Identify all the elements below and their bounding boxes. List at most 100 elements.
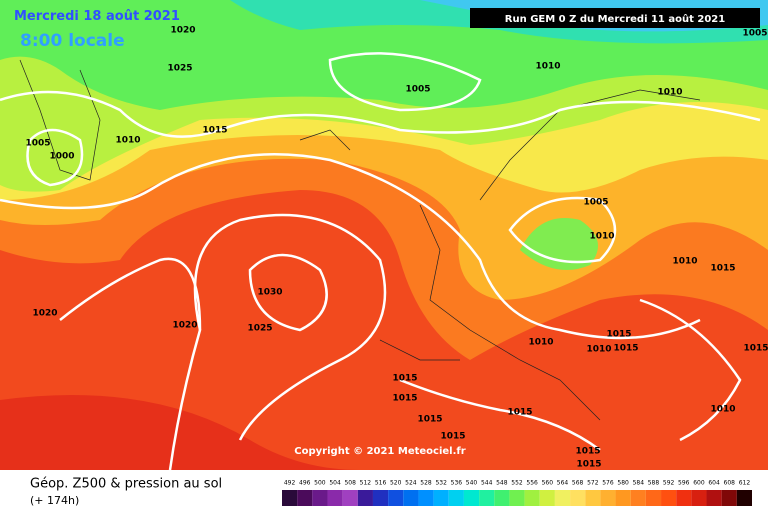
scale-swatch: [570, 490, 586, 506]
scale-label: 520: [390, 480, 402, 487]
isobar-label: 1010: [657, 88, 682, 98]
scale-label: 512: [360, 480, 372, 487]
map: 1020102510051010100510101015101010051000…: [0, 0, 768, 471]
scale-swatch: [372, 490, 389, 506]
scale-swatch: [357, 490, 373, 506]
scale-swatch: [661, 490, 677, 506]
isobar: [0, 90, 761, 138]
field-dark-red: [0, 395, 360, 470]
scale-swatch: [509, 490, 525, 506]
isobar-label: 1015: [392, 374, 417, 384]
scale-swatch: [403, 490, 419, 506]
scale-swatch: [691, 490, 707, 506]
scale-label: 612: [739, 480, 751, 487]
copyright: Copyright © 2021 Meteociel.fr: [294, 446, 465, 457]
scale-swatch: [524, 490, 540, 506]
scale-label: 528: [420, 480, 432, 487]
run-box: [470, 8, 760, 28]
scale-label: 600: [693, 480, 705, 487]
isobar-label: 1000: [49, 152, 74, 162]
scale-swatch: [600, 490, 616, 506]
field-green-low: [520, 218, 598, 270]
scale-swatch: [327, 490, 343, 506]
isobar-label: 1015: [202, 126, 227, 136]
scale-label: 504: [329, 480, 341, 487]
scale-label: 608: [724, 480, 736, 487]
scale-label: 588: [648, 480, 660, 487]
scale-label: 552: [511, 480, 523, 487]
isobar-label: 1010: [589, 232, 614, 242]
isobar-label: 1015: [575, 447, 600, 457]
isobar: [508, 196, 617, 264]
isobar-label: 1015: [743, 344, 768, 354]
isobar-label: 1020: [172, 321, 197, 331]
isobar-label: 1005: [25, 139, 50, 149]
isobar: [26, 128, 84, 187]
scale-label: 572: [587, 480, 599, 487]
scale-swatch: [479, 490, 495, 506]
scale-swatch: [676, 490, 692, 506]
scale-label: 544: [481, 480, 493, 487]
isobar-label: 1015: [613, 344, 638, 354]
scale-label: 556: [526, 480, 538, 487]
scale-label: 540: [466, 480, 478, 487]
scale-label: 496: [299, 480, 311, 487]
isobar-label: 1030: [257, 288, 282, 298]
scale-label: 564: [557, 480, 569, 487]
scale-swatch: [539, 490, 555, 506]
footer-lead: (+ 174h): [30, 494, 79, 507]
scale-swatch: [342, 490, 358, 506]
isobar-label: 1020: [170, 26, 195, 36]
scale-swatch: [494, 490, 510, 506]
scale-label: 560: [542, 480, 554, 487]
isobar-label: 1010: [710, 405, 735, 415]
isobar: [0, 153, 701, 340]
isobar-label: 1015: [507, 408, 532, 418]
color-scale: 492 496 500 504 508 512 516 520 524 528 532 536 540 5…: [282, 480, 752, 506]
scale-label: 584: [633, 480, 645, 487]
scale-label: 568: [572, 480, 584, 487]
isobar-label: 1015: [576, 460, 601, 470]
footer-title: Géop. Z500 & pression au sol: [30, 477, 222, 492]
isobar: [59, 257, 202, 471]
isobar-label: 1010: [586, 345, 611, 355]
isobar-label: 1010: [528, 338, 553, 348]
scale-swatch: [297, 490, 313, 506]
isobar-label: 1025: [167, 64, 192, 74]
scale-swatch: [463, 490, 480, 506]
isobar-label: 1015: [710, 264, 735, 274]
scale-swatch: [630, 490, 646, 506]
scale-label: 532: [435, 480, 447, 487]
isobar-label: 1010: [672, 257, 697, 267]
isobar-label: 1015: [417, 415, 442, 425]
isobar-label: 1015: [606, 330, 631, 340]
scale-swatch: [388, 490, 404, 506]
scale-label: 492: [284, 480, 296, 487]
map-time: 8:00 locale: [20, 31, 125, 51]
scale-swatch: [433, 490, 449, 506]
isobar-labels: 1020102510051010100510101015101010051000…: [25, 26, 768, 470]
scale-label: 548: [496, 480, 508, 487]
scale-swatch: [736, 490, 752, 506]
scale-label: 604: [708, 480, 720, 487]
scale-swatch: [645, 490, 662, 506]
isobar-label: 1020: [32, 309, 57, 319]
isobar: [328, 52, 482, 112]
isobar-label: 1005: [405, 85, 430, 95]
scale-label: 500: [314, 480, 326, 487]
isobar: [193, 213, 387, 441]
isobar: [399, 298, 742, 452]
scale-swatch: [448, 490, 464, 506]
scale-swatch: [282, 490, 298, 506]
map-date: Mercredi 18 août 2021: [14, 9, 180, 24]
isobar-label: 1010: [535, 62, 560, 72]
scale-label: 536: [451, 480, 463, 487]
isobar-label: 1025: [247, 324, 272, 334]
scale-swatch: [615, 490, 631, 506]
scale-swatch: [418, 490, 434, 506]
scale-label: 516: [375, 480, 387, 487]
isobar-label: 1010: [115, 136, 140, 146]
isobar-label: 1005: [583, 198, 608, 208]
scale-label: 508: [344, 480, 356, 487]
